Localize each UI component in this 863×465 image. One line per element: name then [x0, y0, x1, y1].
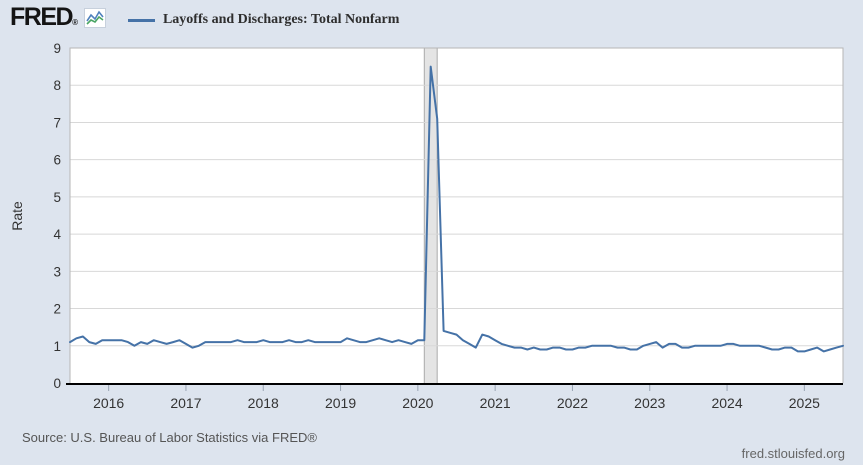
recession-band: [424, 48, 438, 383]
y-tick-label: 4: [53, 227, 61, 242]
fred-logo[interactable]: FRED®: [10, 4, 78, 36]
y-tick-label: 3: [53, 264, 61, 279]
plot-area[interactable]: [70, 48, 843, 383]
x-tick-label: 2016: [93, 395, 124, 411]
chart-header: FRED® Layoffs and Discharges: Total Nonf…: [10, 4, 400, 36]
x-tick-label: 2024: [711, 395, 742, 411]
fred-sparkline-icon: [83, 7, 106, 33]
x-tick-label: 2025: [789, 395, 820, 411]
y-tick-label: 6: [53, 153, 61, 168]
x-tick-label: 2023: [634, 395, 665, 411]
x-tick-label: 2021: [480, 395, 511, 411]
legend-line-swatch: [127, 18, 155, 22]
y-tick-label: 0: [53, 376, 61, 391]
fred-logo-text: FRED: [10, 3, 74, 31]
y-tick-label: 2: [53, 302, 61, 317]
chart-layers: 2016 2017 2018 2019 2020 2021 2022 2023 2024 2025…: [53, 41, 844, 411]
y-tick-label: 9: [53, 41, 61, 56]
y-tick-label: 7: [53, 115, 61, 130]
series-line[interactable]: [69, 65, 844, 353]
plot-border: [69, 47, 844, 383]
chart-svg[interactable]: 2016 2017 2018 2019 2020 2021 2022 2023 2024 2025…: [0, 0, 863, 420]
x-tick-label: 2019: [325, 395, 356, 411]
x-tick-label: 2017: [170, 395, 201, 411]
site-link[interactable]: fred.stlouisfed.org: [741, 446, 845, 461]
registered-mark: ®: [72, 18, 78, 27]
y-axis-title: Rate: [9, 201, 25, 231]
legend-series-label: Layoffs and Discharges: Total Nonfarm: [162, 12, 400, 27]
source-note: Source: U.S. Bureau of Labor Statistics …: [22, 430, 317, 445]
x-tick-label: 2020: [402, 395, 433, 411]
y-tick-label: 1: [53, 339, 61, 354]
y-tick-label: 5: [53, 190, 61, 205]
y-tick-label: 8: [53, 78, 61, 93]
x-tick-label: 2018: [248, 395, 279, 411]
x-tick-label: 2022: [557, 395, 588, 411]
